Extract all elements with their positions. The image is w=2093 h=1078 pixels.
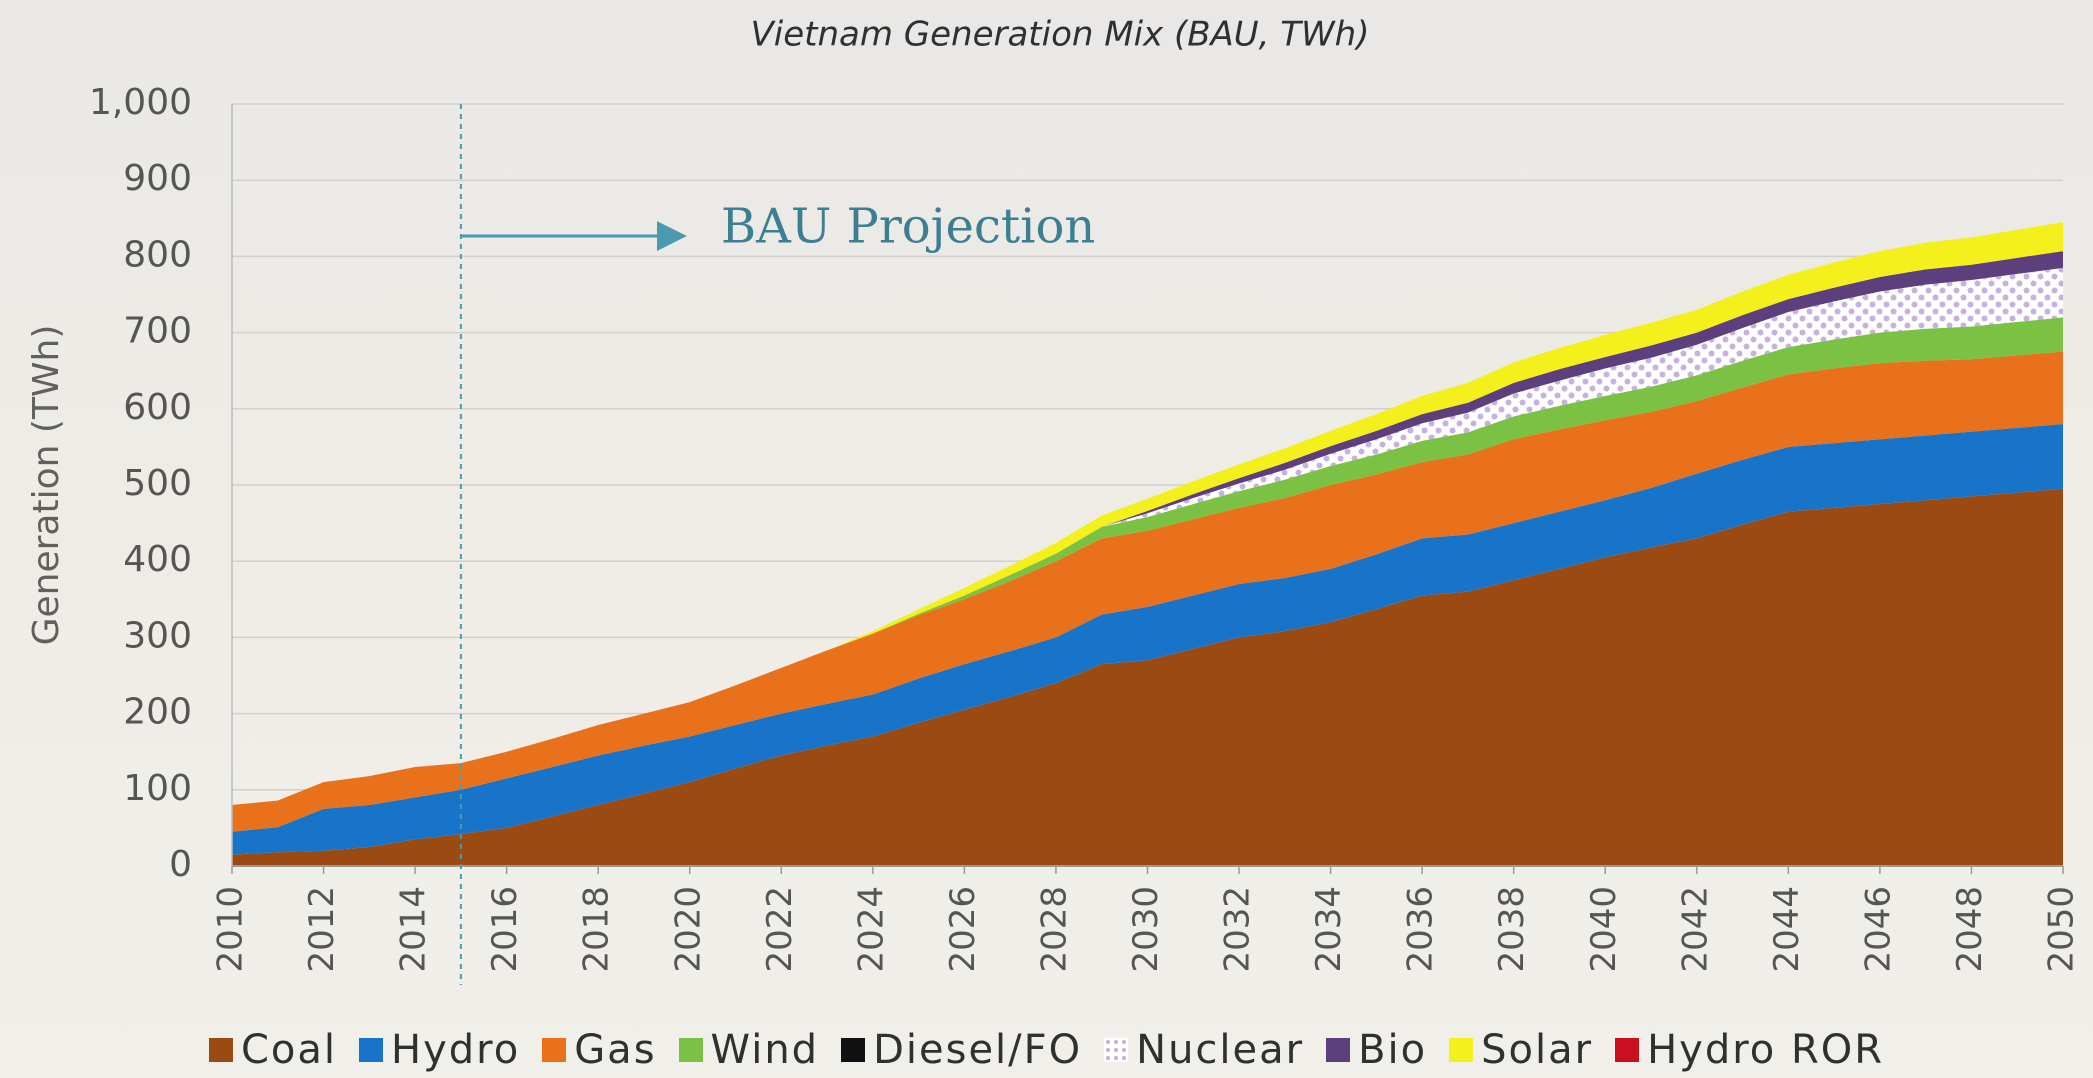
legend-item: Diesel/FO — [841, 1027, 1082, 1073]
x-tick-label: 2028 — [1034, 886, 1074, 973]
y-tick-label: 600 — [123, 387, 192, 428]
legend-item: Bio — [1326, 1027, 1427, 1073]
x-tick-label: 2038 — [1492, 886, 1532, 973]
area — [232, 351, 2063, 832]
y-tick-label: 900 — [123, 158, 192, 199]
y-tick-label: 0 — [169, 844, 192, 885]
y-tick-label: 100 — [123, 768, 192, 809]
legend-item: Wind — [678, 1027, 820, 1073]
legend-swatch — [841, 1038, 866, 1062]
y-tick-label: 500 — [123, 463, 192, 504]
chart-title: Vietnam Generation Mix (BAU, TWh) — [750, 15, 1369, 55]
x-tick-label: 2020 — [668, 886, 708, 973]
area — [232, 267, 2063, 806]
legend-item: Hydro ROR — [1615, 1027, 1884, 1073]
y-tick-label: 1,000 — [89, 82, 192, 123]
x-tick-label: 2048 — [1950, 886, 1990, 973]
y-tick-label: 200 — [123, 692, 192, 733]
legend-swatch — [208, 1038, 233, 1062]
x-tick-label: 2016 — [485, 886, 525, 973]
x-tick-label: 2036 — [1401, 886, 1441, 973]
legend-label: Bio — [1358, 1027, 1428, 1073]
y-tick-label: 800 — [123, 234, 192, 275]
legend-label: Hydro ROR — [1647, 1027, 1885, 1073]
y-tick-label: 700 — [123, 311, 192, 352]
x-tick-label: 2024 — [851, 886, 891, 973]
legend-item: Gas — [542, 1027, 656, 1073]
x-tick-label: 2014 — [394, 886, 434, 973]
x-tick-label: 2026 — [943, 886, 983, 973]
y-tick-label: 400 — [123, 539, 192, 580]
x-tick-label: 2034 — [1309, 886, 1349, 973]
legend-item: Hydro — [359, 1027, 520, 1073]
legend-label: Coal — [240, 1027, 337, 1073]
legend-swatch — [1104, 1038, 1129, 1062]
area — [232, 424, 2063, 855]
x-tick-label: 2012 — [302, 886, 342, 973]
y-tick-label: 300 — [123, 615, 192, 656]
legend: Coal Hydro Gas Wind Diesel/FO Nuclear Bio Solar… — [0, 1022, 2093, 1078]
x-tick-label: 2032 — [1218, 886, 1258, 973]
y-axis-label: Generation (TWh) — [26, 325, 67, 646]
x-tick-label: 2040 — [1584, 886, 1624, 973]
legend-swatch — [1449, 1038, 1474, 1062]
legend-item: Coal — [208, 1027, 337, 1073]
x-tick-label: 2042 — [1675, 886, 1715, 973]
x-tick-label: 2050 — [2042, 886, 2082, 973]
legend-label: Diesel/FO — [873, 1027, 1083, 1073]
legend-label: Nuclear — [1136, 1027, 1305, 1073]
legend-label: Hydro — [391, 1027, 521, 1073]
x-tick-label: 2018 — [577, 886, 617, 973]
legend-item: Nuclear — [1104, 1027, 1304, 1073]
legend-swatch — [542, 1038, 567, 1062]
legend-item: Solar — [1449, 1027, 1593, 1073]
legend-swatch — [359, 1038, 383, 1062]
x-tick-label: 2044 — [1767, 886, 1807, 973]
legend-label: Gas — [574, 1027, 657, 1073]
legend-swatch — [1326, 1038, 1351, 1062]
x-tick-label: 2022 — [760, 886, 800, 973]
chart: Vietnam Generation Mix (BAU, TWh) Genera… — [26, 15, 2082, 985]
legend-swatch — [1615, 1038, 1640, 1062]
area — [232, 488, 2063, 866]
x-tick-label: 2030 — [1126, 886, 1166, 973]
x-tick-label: 2046 — [1858, 886, 1898, 973]
annotation: BAU Projection — [721, 199, 1095, 255]
x-tick-label: 2010 — [211, 886, 251, 973]
legend-swatch — [678, 1038, 703, 1062]
legend-label: Solar — [1481, 1027, 1594, 1073]
legend-label: Wind — [710, 1027, 820, 1073]
